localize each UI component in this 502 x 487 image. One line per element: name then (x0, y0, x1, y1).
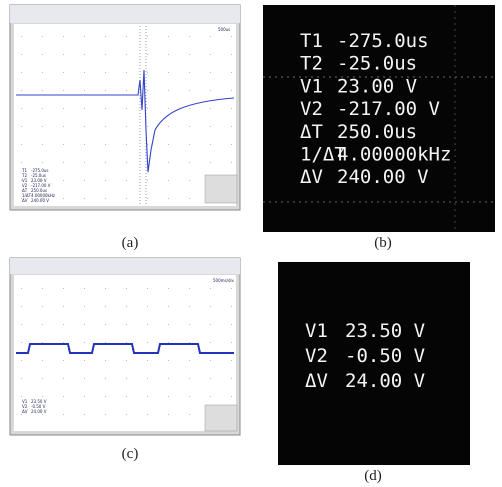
caption: (a) (122, 235, 139, 251)
caption: (d) (364, 468, 382, 484)
readout-value: 23.50 V (345, 320, 425, 342)
scope-header (10, 258, 240, 274)
scope-panel (205, 175, 237, 203)
readout-label: T1 (300, 30, 323, 52)
readout-value: 240.00 V (337, 166, 429, 188)
readout-value: 24.00 V (31, 409, 47, 414)
readout-label: V1 (300, 75, 323, 97)
figure: (a) (b) (c) (d) 500us 500ms/div T1 -275.0us T2 -2… (0, 0, 502, 487)
screen-label: 500ms/div (213, 278, 235, 283)
readout-value: -0.50 V (345, 345, 425, 367)
readout-label: ΔT (300, 121, 323, 143)
readout-label: ΔV (22, 409, 28, 414)
readout-label: ΔV (305, 370, 328, 392)
caption: (c) (122, 446, 139, 462)
scope-grid (14, 24, 236, 206)
scope-panel (205, 405, 237, 431)
readout-label: V2 (300, 98, 323, 120)
readout-label: T2 (300, 53, 323, 75)
readout-value: 240.00 V (31, 198, 49, 203)
readout-label: ΔV (22, 198, 28, 203)
readout-value: 250.0us (337, 121, 417, 143)
screen-label: 500us (218, 27, 230, 32)
scope-header (10, 5, 240, 23)
readout-label: V2 (305, 345, 328, 367)
readout-value: -25.0us (337, 53, 417, 75)
readout-value: 23.00 V (337, 75, 417, 97)
caption: (b) (374, 235, 392, 251)
readout-value: -275.0us (337, 30, 429, 52)
readout-label: ΔV (300, 166, 323, 188)
readout-value: 4.00000kHz (337, 144, 451, 166)
readout-label: V1 (305, 320, 328, 342)
readout-value: 24.00 V (345, 370, 425, 392)
readout-value: -217.00 V (337, 98, 440, 120)
